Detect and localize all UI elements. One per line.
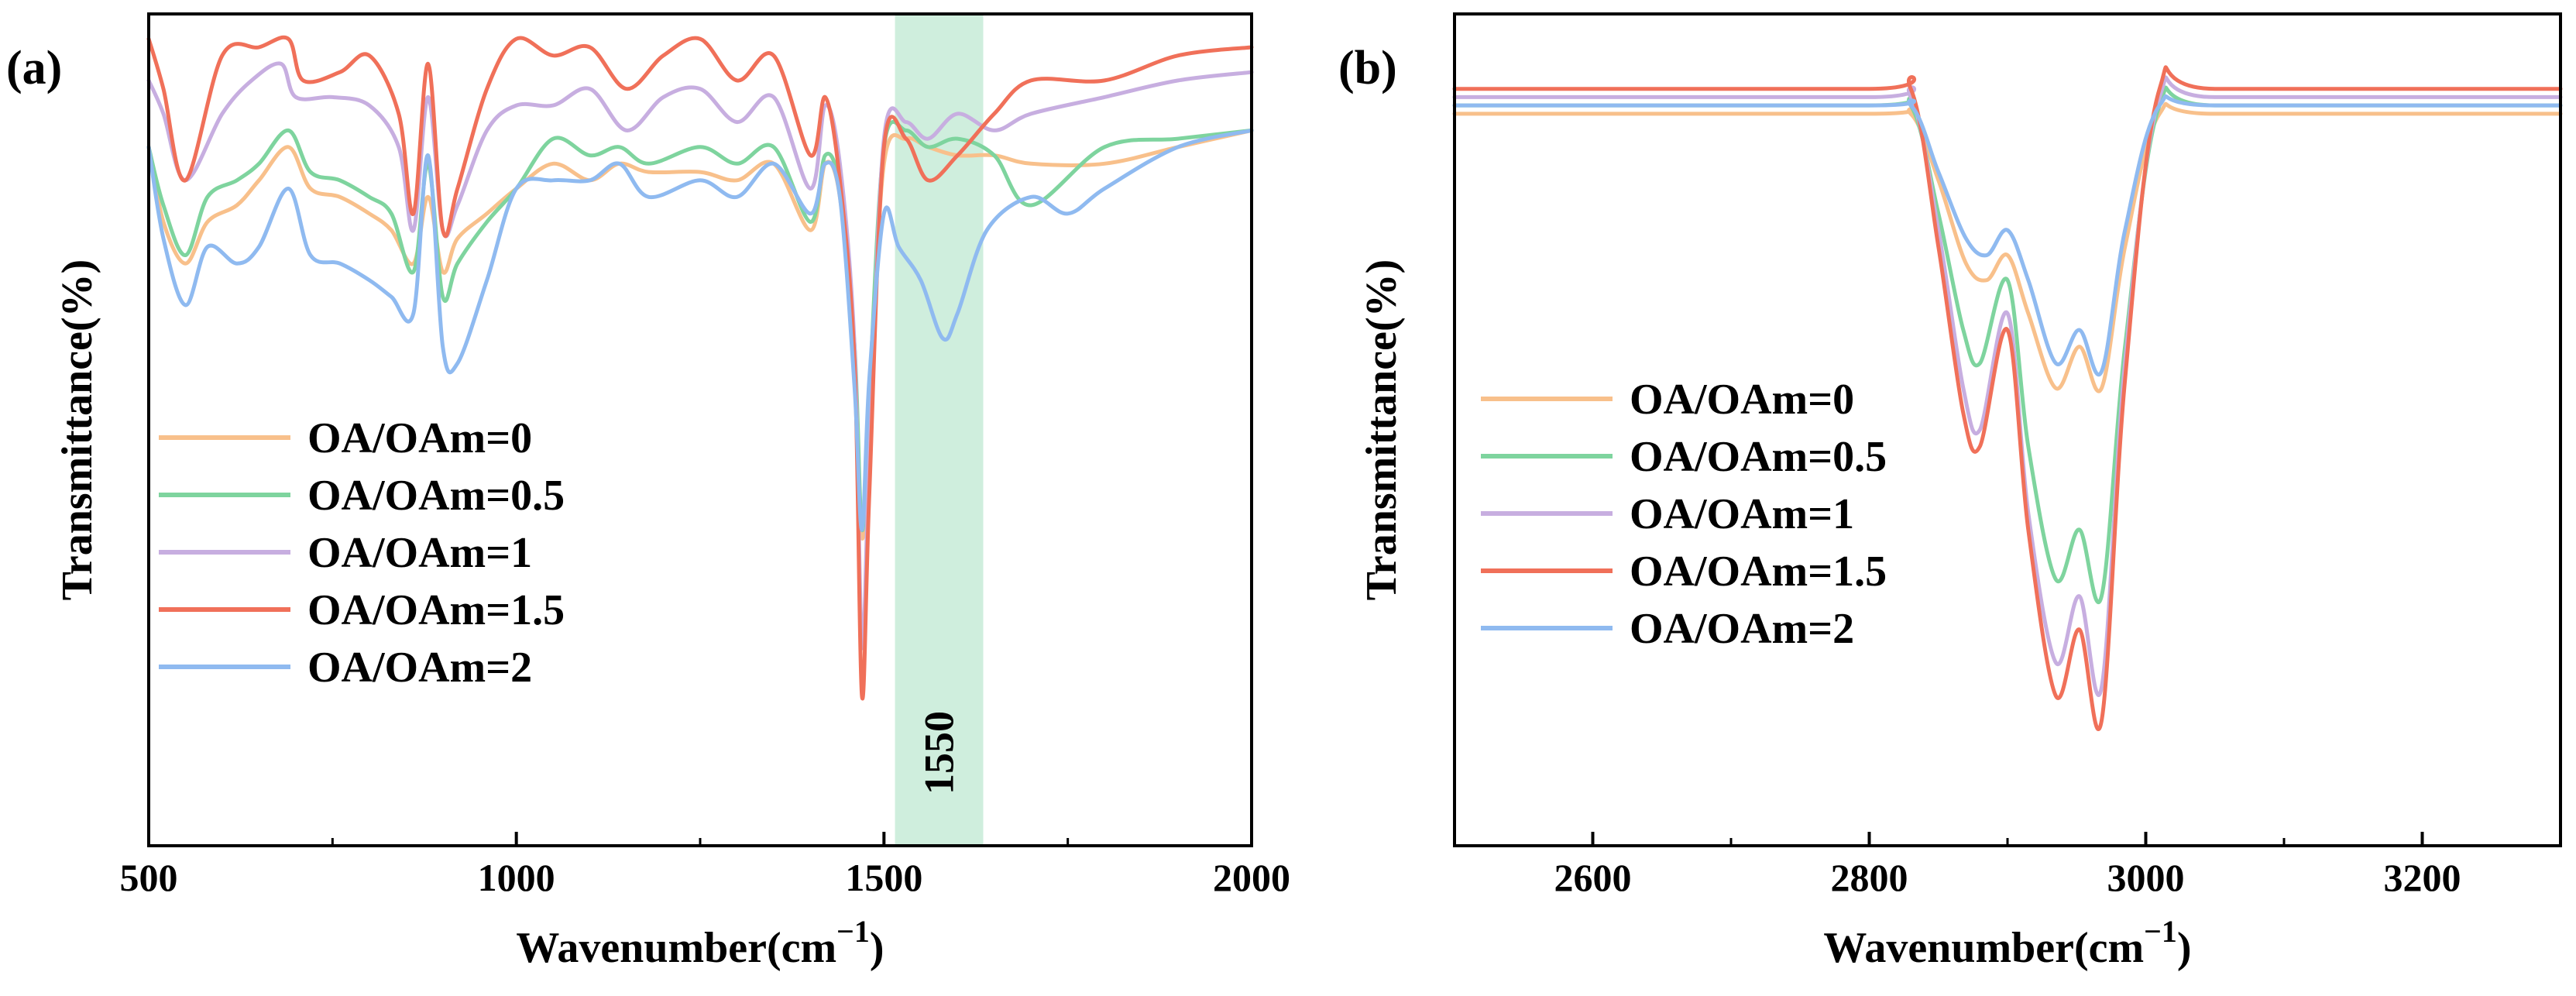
x-axis-title-close-b: ) — [2177, 924, 2192, 972]
legend-label-a-3: OA/OAm=1.5 — [307, 586, 565, 634]
x-tick-label-b-2: 3000 — [2107, 856, 2185, 899]
legend-label-b-0: OA/OAm=0 — [1630, 376, 1854, 424]
series-line-a-3 — [146, 35, 1254, 701]
legend-label-a-0: OA/OAm=0 — [307, 414, 532, 462]
x-tick-label-b-0: 2600 — [1554, 856, 1632, 899]
plot-frame-a — [147, 12, 1253, 847]
series-line-a-1 — [146, 119, 1254, 533]
series-lines-b — [1452, 65, 2563, 731]
series-line-b-2 — [1452, 75, 2563, 697]
series-line-a-0 — [146, 128, 1254, 541]
x-ticks-b: 2600 2800 3000 3200 — [1453, 832, 2562, 899]
series-line-a-2 — [146, 61, 1254, 651]
legend-label-b-4: OA/OAm=2 — [1630, 605, 1854, 653]
legend-label-b-3: OA/OAm=1.5 — [1630, 548, 1887, 596]
panel-b: 2600 2800 3000 3200 OA/OAm=0OA/OAm=0.5OA/OA… — [1338, 12, 2563, 972]
series-line-b-3 — [1452, 65, 2563, 731]
x-axis-title-text-b: Wavenumber(cm — [1823, 924, 2144, 972]
panel-a: 1550 500 1000 1500 2000 OA/OAm=0OA/OAm=0.5O… — [6, 12, 1290, 972]
legend-a: OA/OAm=0 OA/OAm=0.5 OA/OAm=1 OA/OAm=1.5 OA/O… — [159, 414, 565, 692]
x-tick-label-b-1: 2800 — [1831, 856, 1908, 899]
x-tick-label-a-2: 1500 — [845, 856, 922, 899]
legend-label-b-1: OA/OAm=0.5 — [1630, 433, 1887, 481]
legend-label-a-1: OA/OAm=0.5 — [307, 472, 565, 520]
x-axis-title-sup-a: −1 — [836, 914, 870, 949]
series-line-b-4 — [1452, 94, 2563, 376]
x-tick-label-a-0: 500 — [120, 856, 178, 899]
y-axis-title-b: Transmittance(%) — [1358, 259, 1406, 601]
highlight-band-label: 1550 — [916, 711, 963, 795]
x-ticks-a: 500 1000 1500 2000 — [120, 832, 1290, 899]
x-axis-title-text-a: Wavenumber(cm — [516, 924, 836, 972]
series-line-b-0 — [1452, 101, 2563, 393]
x-axis-title-b: Wavenumber(cm−1) — [1823, 914, 2191, 972]
x-axis-title-a: Wavenumber(cm−1) — [516, 914, 884, 972]
plot-frame-b — [1453, 12, 2562, 847]
series-lines-a — [146, 35, 1254, 701]
x-axis-title-sup-b: −1 — [2144, 914, 2177, 949]
panel-label-a: (a) — [6, 42, 62, 94]
legend-b: OA/OAm=0 OA/OAm=0.5 OA/OAm=1 OA/OAm=1.5 OA/O… — [1481, 376, 1887, 653]
series-line-a-4 — [146, 128, 1254, 532]
y-axis-title-a: Transmittance(%) — [53, 259, 101, 601]
panel-label-b: (b) — [1338, 42, 1397, 94]
x-tick-label-a-1: 1000 — [478, 856, 555, 899]
series-line-b-1 — [1452, 85, 2563, 605]
legend-label-b-2: OA/OAm=1 — [1630, 490, 1854, 538]
legend-label-a-4: OA/OAm=2 — [307, 644, 532, 692]
x-tick-label-a-3: 2000 — [1213, 856, 1290, 899]
legend-label-a-2: OA/OAm=1 — [307, 529, 532, 577]
x-axis-title-close-a: ) — [870, 924, 884, 972]
x-tick-label-b-3: 3200 — [2384, 856, 2461, 899]
